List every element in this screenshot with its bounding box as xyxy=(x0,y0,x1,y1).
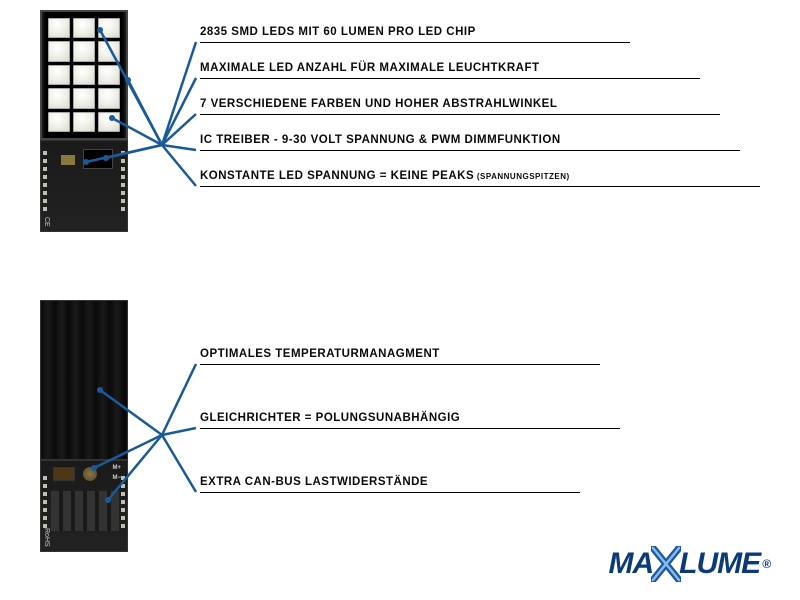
logo-post: LUME xyxy=(679,547,760,581)
led-array xyxy=(40,10,128,140)
callout-underline xyxy=(200,428,620,429)
callout-label: EXTRA CAN-BUS LASTWIDERSTÄNDE xyxy=(200,476,428,488)
pcb-top: CE xyxy=(40,140,128,232)
callout-label: OPTIMALES TEMPERATURMANAGMENT xyxy=(200,348,440,360)
callout-label: IC TREIBER - 9-30 VOLT SPANNUNG & PWM DI… xyxy=(200,134,561,146)
callout-label: MAXIMALE LED ANZAHL FÜR MAXIMALE LEUCHTK… xyxy=(200,62,540,74)
product-image-bottom: M+ M− RoHS xyxy=(40,300,132,555)
rohs-label: RoHS xyxy=(43,528,50,547)
ce-label: CE xyxy=(43,217,50,227)
callout-underline xyxy=(200,114,720,115)
product-image-top: CE xyxy=(40,10,132,235)
logo-pre: MA xyxy=(609,547,654,581)
callout-underline xyxy=(200,150,740,151)
callout-label: 7 VERSCHIEDENE FARBEN UND HOHER ABSTRAHL… xyxy=(200,98,557,110)
callout-label: KONSTANTE LED SPANNUNG = KEINE PEAKS (SP… xyxy=(200,170,570,182)
callout-label: GLEICHRICHTER = POLUNGSUNABHÄNGIG xyxy=(200,412,460,424)
logo-reg: ® xyxy=(762,557,770,571)
logo-x-icon xyxy=(651,546,681,582)
ic-chip xyxy=(83,149,113,169)
callout-underline xyxy=(200,492,580,493)
brand-logo: MA LUME ® xyxy=(609,546,771,582)
callout-underline xyxy=(200,78,700,79)
pcb-bottom: M+ M− RoHS xyxy=(40,460,128,552)
callout-underline xyxy=(200,364,600,365)
callout-label: 2835 SMD LEDS MIT 60 LUMEN PRO LED CHIP xyxy=(200,26,476,38)
heatsink xyxy=(40,300,128,460)
callout-underline xyxy=(200,186,760,187)
callout-underline xyxy=(200,42,630,43)
